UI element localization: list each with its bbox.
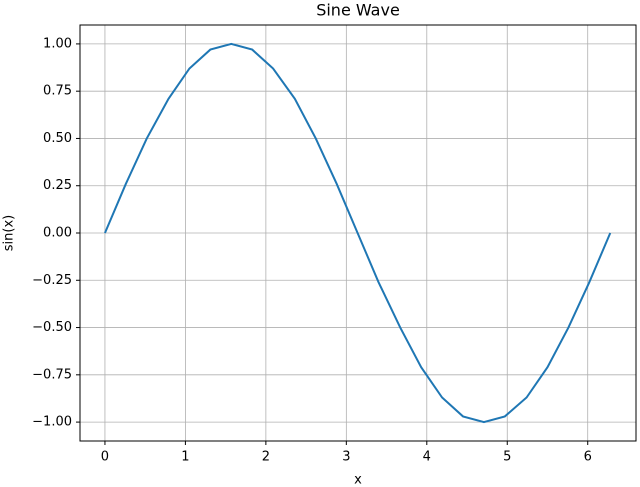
y-tick-label: −1.00 — [32, 415, 72, 430]
x-axis-label: x — [354, 473, 362, 487]
line — [104, 42, 612, 424]
y-tick-label: −0.25 — [32, 273, 72, 288]
y-tick-label: 0.75 — [43, 84, 72, 99]
y-tick-label: −0.50 — [32, 320, 72, 335]
x-tick-label: 6 — [584, 450, 592, 465]
x-tick-label: 5 — [503, 450, 511, 465]
x-tick-label: 3 — [342, 450, 350, 465]
x-tick-label: 1 — [181, 450, 189, 465]
y-tick-label: 0.50 — [43, 131, 72, 146]
y-axis-label: sin(x) — [2, 215, 17, 251]
x-tick-label: 0 — [101, 450, 109, 465]
x-tick-label: 4 — [423, 450, 431, 465]
y-tick-label: 0.25 — [43, 178, 72, 193]
y-tick-label: 0.00 — [43, 226, 72, 241]
y-tick-label: 1.00 — [43, 36, 72, 51]
y-tick-label: −0.75 — [32, 367, 72, 382]
chart-title: Sine Wave — [316, 1, 400, 20]
x-tick-label: 2 — [262, 450, 270, 465]
plot-frame — [79, 24, 637, 442]
